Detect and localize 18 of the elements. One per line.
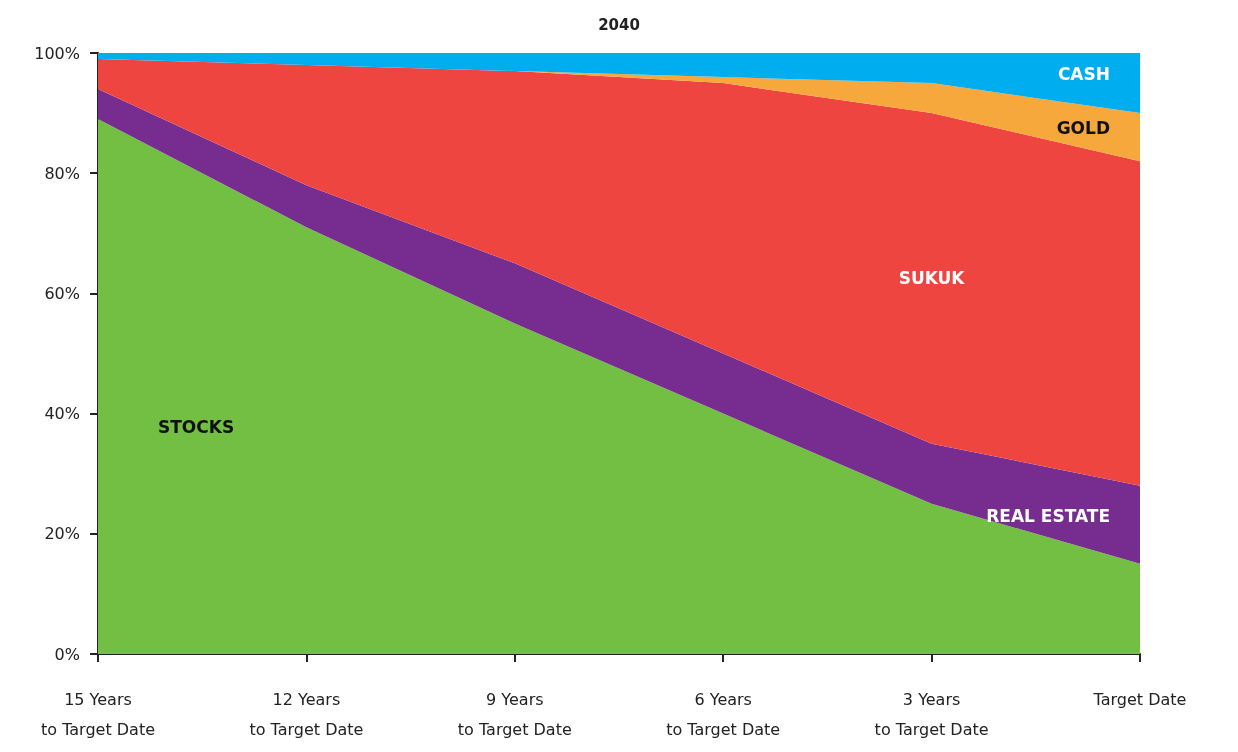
series-label: GOLD bbox=[1056, 118, 1110, 139]
chart-title: 2040 bbox=[598, 15, 640, 34]
x-tick-label: Target Date bbox=[1092, 689, 1187, 709]
series-label: REAL ESTATE bbox=[986, 505, 1110, 526]
series-label: CASH bbox=[1057, 64, 1110, 85]
y-tick-label: 100% bbox=[34, 43, 80, 63]
series-label: SUKUK bbox=[898, 268, 966, 289]
y-tick-label: 40% bbox=[44, 404, 80, 424]
x-tick-label: 3 Years to Target Date bbox=[874, 689, 989, 739]
y-tick-label: 80% bbox=[44, 163, 80, 183]
x-tick-label: 6 Years to Target Date bbox=[666, 689, 781, 739]
x-tick-label: 12 Years to Target Date bbox=[249, 689, 364, 739]
series-label: STOCKS bbox=[158, 416, 235, 437]
x-tick-label: 9 Years to Target Date bbox=[457, 689, 572, 739]
y-tick-label: 20% bbox=[44, 524, 80, 544]
x-tick-label: 15 Years to Target Date bbox=[41, 689, 155, 739]
y-tick-label: 0% bbox=[54, 644, 80, 664]
y-tick-label: 60% bbox=[44, 283, 80, 303]
